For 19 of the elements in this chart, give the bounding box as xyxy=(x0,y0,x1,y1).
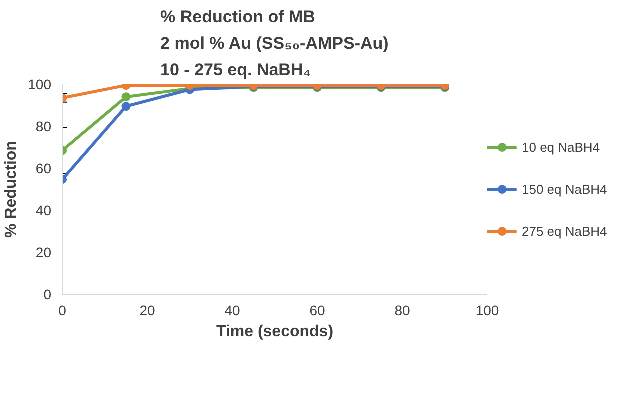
x-tick-label: 100 xyxy=(476,302,500,318)
x-tick-label: 0 xyxy=(58,302,67,318)
legend-label: 150 eq NaBH4 xyxy=(522,182,608,196)
y-tick-label: 80 xyxy=(36,118,52,134)
y-tick-label: 60 xyxy=(36,160,52,176)
y-tick-label: 20 xyxy=(36,244,52,260)
x-tick-label: 60 xyxy=(310,302,326,318)
legend-label: 10 eq NaBH4 xyxy=(522,140,600,154)
y-tick-label: 40 xyxy=(36,202,52,218)
x-tick-label: 80 xyxy=(394,302,410,318)
point xyxy=(122,102,131,112)
chart-title: % Reduction of MB 2 mol % Au (SS₅₀-AMPS-Au) 10 - 275 eq. NaBH₄ xyxy=(160,7,389,80)
x-tick-label: 20 xyxy=(140,302,156,318)
x-axis-title: Time (seconds) xyxy=(216,324,334,340)
y-tick-label: 100 xyxy=(28,76,52,92)
legend-label: 275 eq NaBH4 xyxy=(522,224,608,238)
y-axis-title: % Reduction xyxy=(3,141,20,238)
x-tick-label: 40 xyxy=(224,302,240,318)
y-tick-label: 0 xyxy=(44,286,52,302)
